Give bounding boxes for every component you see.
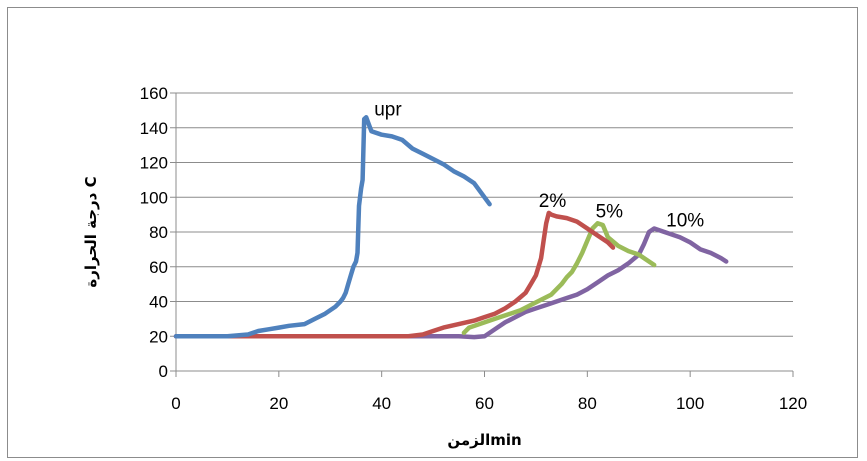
series-line-5pct: [461, 221, 657, 336]
y-tick-label-140: 140: [140, 119, 168, 138]
y-tick-label-160: 160: [140, 84, 168, 103]
y-tick-label-20: 20: [149, 327, 168, 346]
series-label-2pct: 2%: [539, 191, 567, 212]
x-tick-label-60: 60: [475, 394, 494, 413]
series-line-10pct: [173, 226, 729, 340]
x-tick-label-120: 120: [779, 394, 807, 413]
series-label-5pct: 5%: [596, 201, 624, 222]
series-line-2pct: [173, 210, 616, 339]
x-tick-label-40: 40: [372, 394, 391, 413]
y-tick-label-100: 100: [140, 188, 168, 207]
y-tick-label-40: 40: [149, 293, 168, 312]
series-label-upr: upr: [374, 99, 402, 120]
series-line-upr: [173, 115, 492, 339]
series-label-10pct: 10%: [666, 211, 704, 232]
x-tick-label-80: 80: [578, 394, 597, 413]
x-tick-label-100: 100: [676, 394, 704, 413]
y-tick-label-60: 60: [149, 258, 168, 277]
chart-area: 0 20 40 60 80 100 120 140 160 0 20 40 60 80 100 120 الزم…: [7, 7, 858, 458]
x-tick-label-20: 20: [269, 394, 288, 413]
y-tick-label-120: 120: [140, 154, 168, 173]
y-axis-title: درجة الحرارة C: [82, 176, 100, 287]
x-axis-title: الزمنmin: [447, 431, 521, 449]
x-tick-label-0: 0: [171, 394, 180, 413]
line-chart: 0 20 40 60 80 100 120 140 160 0 20 40 60 80 100 120 الزم…: [82, 84, 807, 449]
y-tick-label-80: 80: [149, 223, 168, 242]
y-tick-label-0: 0: [159, 362, 168, 381]
